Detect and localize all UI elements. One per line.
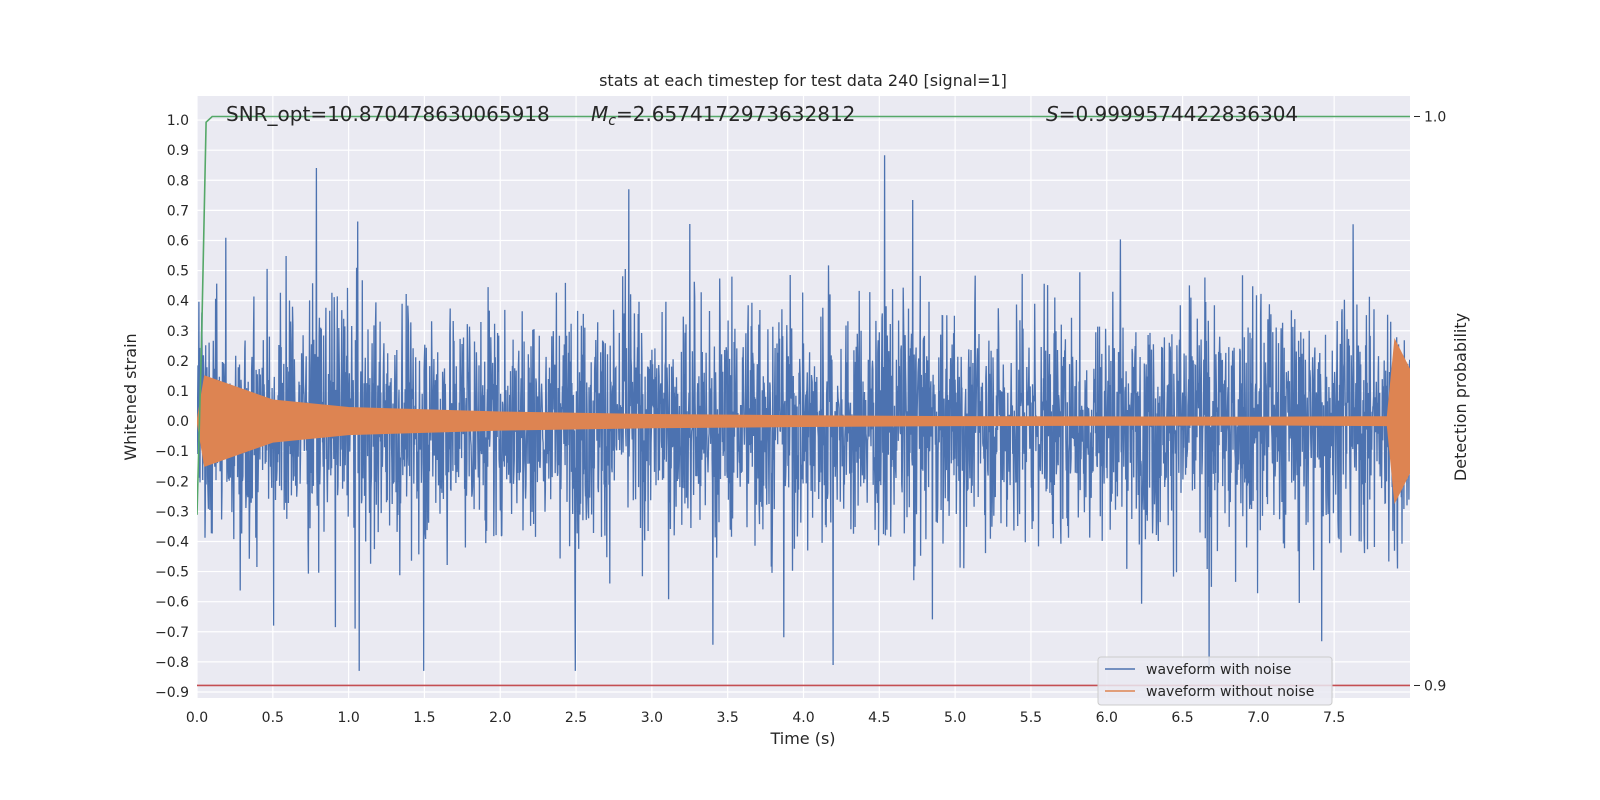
y-tick-label: −0.4 bbox=[155, 534, 189, 550]
x-axis-label: Time (s) bbox=[769, 729, 835, 748]
y-tick-label: 0.2 bbox=[167, 354, 189, 370]
y-tick-label: −0.5 bbox=[155, 565, 189, 581]
x-ticks: 0.0 0.5 1.0 1.5 2.0 2.5 3.0 3.5 4.0 4.5 5.0 5.5 6.0 6… bbox=[186, 710, 1345, 726]
y-axis-label: Whitened strain bbox=[121, 333, 140, 460]
y-tick-label: −0.9 bbox=[155, 685, 189, 701]
y-tick-label: −0.6 bbox=[155, 595, 189, 611]
x-tick-label: 3.5 bbox=[717, 710, 739, 726]
y-tick-label: 0.7 bbox=[167, 203, 189, 219]
y-tick-label: 0.6 bbox=[167, 233, 189, 249]
right-y-axis-label: Detection probability bbox=[1451, 313, 1470, 481]
chart-title: stats at each timestep for test data 240… bbox=[599, 71, 1007, 90]
y-tick-label: 0.1 bbox=[167, 384, 189, 400]
right-y-tick-label: 0.9 bbox=[1424, 678, 1446, 694]
x-tick-label: 5.5 bbox=[1020, 710, 1042, 726]
x-tick-label: 0.5 bbox=[262, 710, 284, 726]
x-tick-label: 6.5 bbox=[1171, 710, 1193, 726]
right-y-ticks: 1.0 0.9 bbox=[1414, 109, 1446, 694]
y-tick-label: −0.1 bbox=[155, 444, 189, 460]
y-tick-label: 0.4 bbox=[167, 294, 189, 310]
annotation-chirp-mass: Mc=2.6574172973632812 bbox=[591, 102, 855, 129]
x-tick-label: 1.5 bbox=[413, 710, 435, 726]
y-tick-label: 0.9 bbox=[167, 143, 189, 159]
y-ticks: 1.0 0.9 0.8 0.7 0.6 0.5 0.4 0.3 0.2 0.1 0.0 −0.1 −0.… bbox=[155, 113, 189, 701]
x-tick-label: 0.0 bbox=[186, 710, 208, 726]
annotation-mc-value: =2.6574172973632812 bbox=[616, 102, 855, 126]
x-tick-label: 4.0 bbox=[792, 710, 814, 726]
y-tick-label: 1.0 bbox=[167, 113, 189, 129]
legend-label-clean: waveform without noise bbox=[1146, 684, 1314, 700]
legend-label-noise: waveform with noise bbox=[1146, 662, 1291, 678]
legend: waveform with noise waveform without noi… bbox=[1098, 657, 1332, 705]
x-tick-label: 7.0 bbox=[1247, 710, 1269, 726]
annotation-s-value: =0.9999574422836304 bbox=[1059, 102, 1298, 126]
x-tick-label: 4.5 bbox=[868, 710, 890, 726]
x-tick-label: 3.0 bbox=[641, 710, 663, 726]
x-tick-label: 5.0 bbox=[944, 710, 966, 726]
right-y-tick-label: 1.0 bbox=[1424, 109, 1446, 125]
x-tick-label: 7.5 bbox=[1323, 710, 1345, 726]
annotation-s-symbol: S bbox=[1046, 102, 1059, 126]
y-tick-label: −0.3 bbox=[155, 504, 189, 520]
annotation-mc-symbol: M bbox=[591, 102, 608, 126]
y-tick-label: 0.0 bbox=[167, 414, 189, 430]
y-tick-label: −0.2 bbox=[155, 474, 189, 490]
chart: 0.0 0.5 1.0 1.5 2.0 2.5 3.0 3.5 4.0 4.5 5.0 5.5 6.0 6… bbox=[0, 0, 1600, 800]
y-tick-label: 0.3 bbox=[167, 324, 189, 340]
x-tick-label: 2.5 bbox=[565, 710, 587, 726]
y-tick-label: 0.8 bbox=[167, 173, 189, 189]
y-tick-label: 0.5 bbox=[167, 264, 189, 280]
x-tick-label: 1.0 bbox=[337, 710, 359, 726]
x-tick-label: 2.0 bbox=[489, 710, 511, 726]
y-tick-label: −0.7 bbox=[155, 625, 189, 641]
annotation-snr: SNR_opt=10.870478630065918 bbox=[226, 102, 550, 126]
y-tick-label: −0.8 bbox=[155, 655, 189, 671]
annotation-score: S=0.9999574422836304 bbox=[1046, 102, 1298, 126]
x-tick-label: 6.0 bbox=[1096, 710, 1118, 726]
